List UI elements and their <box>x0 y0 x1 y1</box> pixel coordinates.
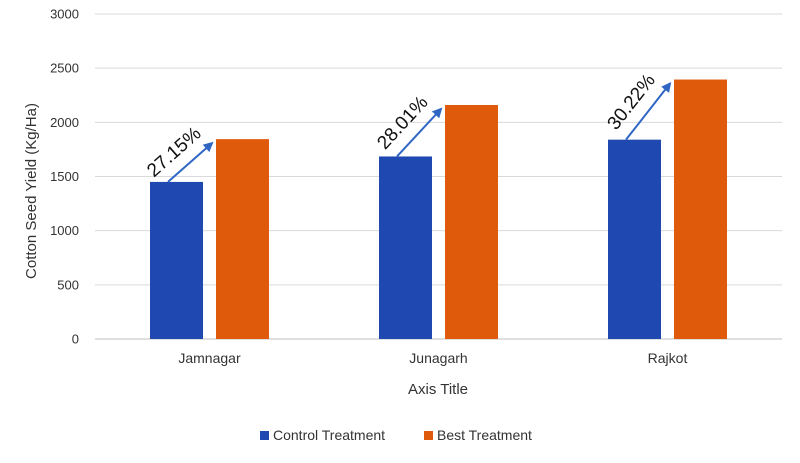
percent-increase-label: 27.15% <box>143 123 205 181</box>
bar-control-treatment <box>150 181 203 339</box>
x-category-label: Jamnagar <box>178 350 241 366</box>
legend: Control Treatment Best Treatment <box>260 427 532 443</box>
increase-arrow <box>625 81 672 141</box>
legend-label: Best Treatment <box>437 427 532 443</box>
bar-best-treatment <box>674 79 727 340</box>
increase-arrow <box>167 141 214 183</box>
x-axis-categories: Jamnagar Junagarh Rajkot <box>178 350 687 366</box>
legend-swatch <box>260 431 269 440</box>
bar-control-treatment <box>379 156 432 339</box>
bars <box>150 79 727 340</box>
y-axis-ticks: 0 500 1000 1500 2000 2500 3000 <box>50 7 79 347</box>
increase-arrow <box>396 107 443 158</box>
y-tick-label: 2000 <box>50 115 79 130</box>
y-axis-title: Cotton Seed Yield (Kg/Ha) <box>23 103 40 279</box>
bar-best-treatment <box>216 139 269 339</box>
y-tick-label: 2500 <box>50 61 79 76</box>
y-tick-label: 3000 <box>50 7 79 22</box>
bar-control-treatment <box>608 139 661 339</box>
percent-increase-label: 28.01% <box>373 92 432 154</box>
legend-swatch <box>424 431 433 440</box>
x-category-label: Junagarh <box>409 350 467 366</box>
y-tick-label: 1000 <box>50 223 79 238</box>
gridlines <box>95 13 782 340</box>
percent-increase-label: 30.22% <box>604 70 660 134</box>
x-axis-title: Axis Title <box>408 381 468 398</box>
bar-best-treatment <box>445 105 498 339</box>
y-tick-label: 0 <box>72 332 79 347</box>
y-tick-label: 1500 <box>50 169 79 184</box>
legend-label: Control Treatment <box>273 427 385 443</box>
x-category-label: Rajkot <box>648 350 688 366</box>
y-tick-label: 500 <box>57 277 79 292</box>
